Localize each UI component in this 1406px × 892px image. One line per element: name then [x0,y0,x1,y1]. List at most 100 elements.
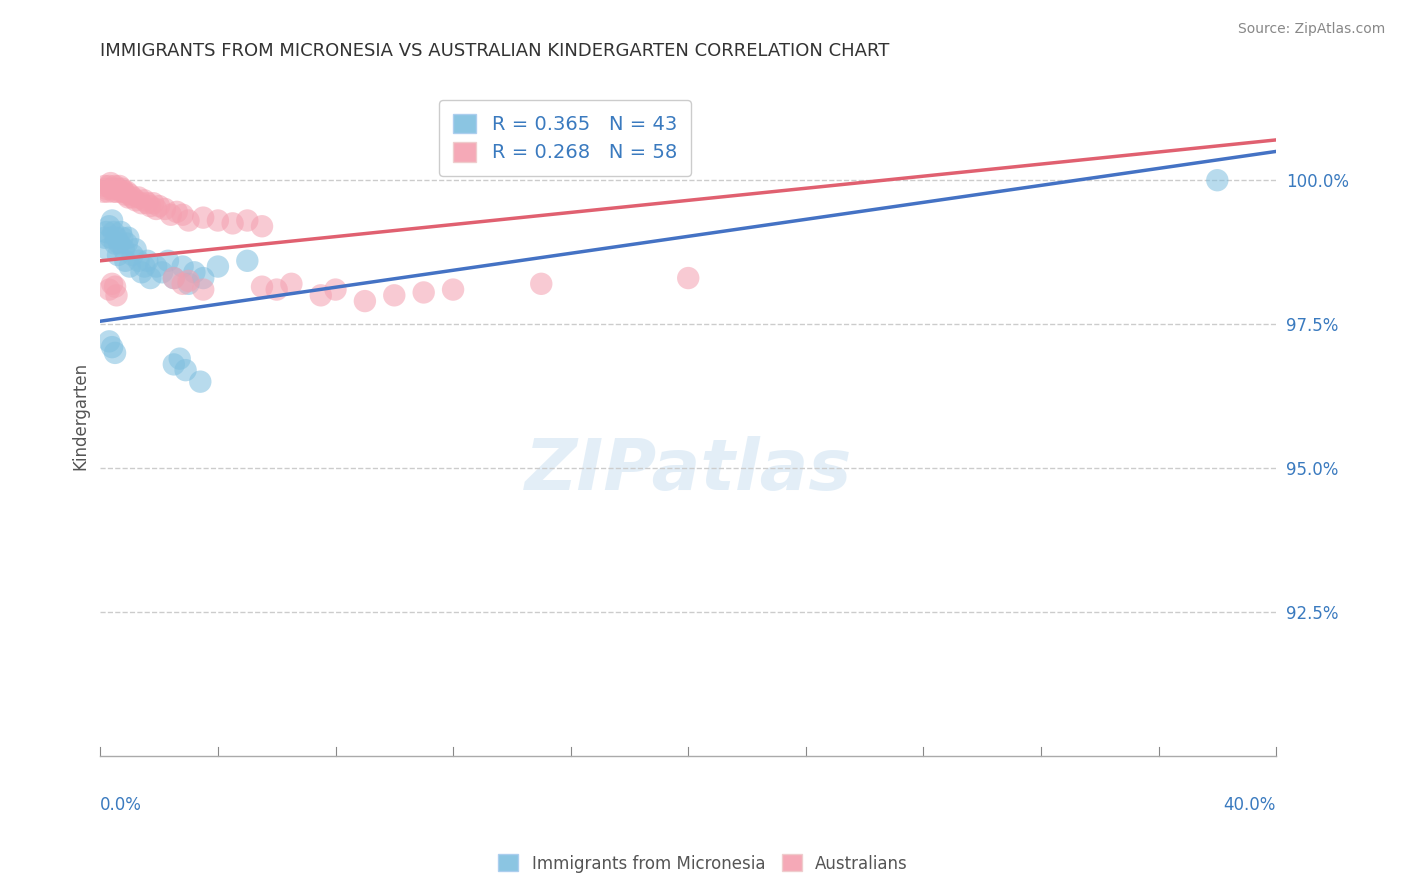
Point [193,271,215,285]
Point [104,346,127,360]
Point [280,277,302,291]
Point [250,279,273,293]
Point [153,202,176,216]
Point [325,283,347,297]
Point [107,182,129,196]
Point [117,190,139,204]
Point [193,211,215,225]
Point [174,363,197,377]
Point [169,351,191,366]
Point [107,248,129,262]
Point [131,265,153,279]
Point [131,196,153,211]
Point [177,277,200,291]
Point [111,182,134,196]
Point [128,190,150,204]
Point [163,358,186,372]
Point [98,178,121,193]
Point [104,279,127,293]
Legend: Immigrants from Micronesia, Australians: Immigrants from Micronesia, Australians [492,847,914,880]
Point [145,260,167,274]
Point [118,260,141,274]
Point [250,219,273,234]
Point [150,265,173,279]
Point [128,253,150,268]
Point [112,185,135,199]
Point [148,199,170,213]
Point [188,375,211,389]
Point [105,185,128,199]
Point [100,176,122,190]
Point [382,288,405,302]
Point [530,277,553,291]
Point [101,340,124,354]
Point [221,216,243,230]
Point [163,271,186,285]
Point [136,253,159,268]
Point [104,178,127,193]
Text: 0.0%: 0.0% [100,796,142,814]
Point [115,236,138,251]
Point [163,271,186,285]
Point [145,202,167,216]
Point [124,194,146,208]
Point [172,277,194,291]
Point [134,260,156,274]
Point [101,213,124,227]
Point [110,185,132,199]
Point [160,208,183,222]
Point [177,274,200,288]
Point [139,271,162,285]
Text: ZIPatlas: ZIPatlas [524,436,852,505]
Point [91,185,114,199]
Text: Source: ZipAtlas.com: Source: ZipAtlas.com [1237,22,1385,37]
Point [177,213,200,227]
Point [96,182,118,196]
Point [105,288,128,302]
Point [207,260,229,274]
Point [166,205,188,219]
Point [156,253,179,268]
Point [94,231,117,245]
Point [441,283,464,297]
Legend: R = 0.365   N = 43, R = 0.268   N = 58: R = 0.365 N = 43, R = 0.268 N = 58 [439,100,690,176]
Point [104,236,127,251]
Point [139,199,162,213]
Point [172,260,194,274]
Point [108,178,131,193]
Point [118,187,141,202]
Y-axis label: Kindergarten: Kindergarten [72,362,89,470]
Point [193,283,215,297]
Point [117,231,139,245]
Point [112,242,135,256]
Point [114,253,136,268]
Point [236,253,259,268]
Point [1206,173,1229,187]
Point [105,231,128,245]
Text: 40.0%: 40.0% [1223,796,1277,814]
Point [354,294,377,309]
Point [97,242,120,256]
Point [121,248,143,262]
Point [172,208,194,222]
Point [114,187,136,202]
Point [94,178,117,193]
Point [124,242,146,256]
Point [103,225,125,239]
Point [108,236,131,251]
Point [98,283,121,297]
Point [236,213,259,227]
Point [98,219,121,234]
Point [134,194,156,208]
Point [111,231,134,245]
Point [676,271,699,285]
Point [207,213,229,227]
Point [183,265,205,279]
Point [101,182,124,196]
Point [100,231,122,245]
Point [110,225,132,239]
Point [103,185,125,199]
Point [412,285,434,300]
Point [266,283,288,297]
Point [136,196,159,211]
